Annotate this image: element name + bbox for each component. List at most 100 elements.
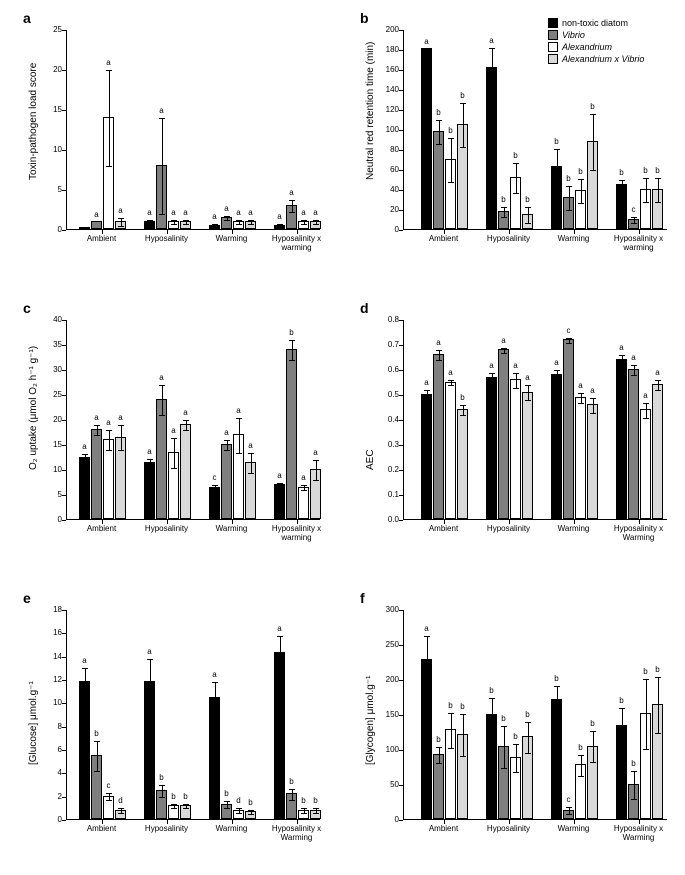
error-cap: [578, 403, 584, 404]
error-cap: [513, 163, 519, 164]
error-cap: [277, 488, 283, 489]
y-tick-mark: [399, 420, 403, 421]
legend: non-toxic diatomVibrioAlexandriumAlexand…: [548, 18, 644, 66]
error-cap: [94, 741, 100, 742]
sig-letter: a: [142, 447, 157, 456]
y-tick: 10: [36, 145, 62, 154]
sig-letter: b: [573, 167, 588, 176]
sig-letter: b: [496, 714, 511, 723]
x-tick-mark: [297, 230, 298, 234]
y-tick-mark: [62, 680, 66, 681]
error-cap: [631, 365, 637, 366]
y-tick: 4: [36, 768, 62, 777]
error-cap: [501, 726, 507, 727]
error-cap: [171, 438, 177, 439]
legend-item: Alexandrium: [548, 42, 644, 52]
bar: [563, 339, 574, 519]
error-cap: [590, 731, 596, 732]
y-tick: 0.4: [373, 415, 399, 424]
error-cap: [436, 747, 442, 748]
error-bar: [280, 636, 281, 671]
error-cap: [277, 224, 283, 225]
sig-letter: b: [496, 195, 511, 204]
error-cap: [525, 207, 531, 208]
error-cap: [631, 223, 637, 224]
error-bar: [463, 103, 464, 147]
error-cap: [590, 170, 596, 171]
error-bar: [215, 682, 216, 712]
error-cap: [525, 400, 531, 401]
y-tick-mark: [399, 370, 403, 371]
sig-letter: a: [207, 212, 222, 221]
error-cap: [248, 810, 254, 811]
x-tick-mark: [102, 230, 103, 234]
error-bar: [227, 440, 228, 450]
error-cap: [501, 207, 507, 208]
legend-swatch: [548, 18, 558, 28]
sig-letter: b: [431, 108, 446, 117]
sig-letter: a: [77, 656, 92, 665]
y-tick: 140: [373, 85, 399, 94]
error-bar: [121, 425, 122, 450]
sig-letter: a: [520, 373, 535, 382]
error-cap: [118, 218, 124, 219]
error-cap: [236, 418, 242, 419]
error-cap: [513, 772, 519, 773]
y-tick: 60: [373, 165, 399, 174]
panel-label-b: b: [360, 10, 369, 26]
error-cap: [236, 224, 242, 225]
sig-letter: a: [443, 368, 458, 377]
error-cap: [619, 708, 625, 709]
bar: [616, 359, 627, 519]
error-cap: [424, 636, 430, 637]
bar: [274, 652, 285, 819]
y-tick-mark: [62, 703, 66, 704]
error-cap: [301, 224, 307, 225]
bar: [433, 354, 444, 519]
error-cap: [448, 182, 454, 183]
error-bar: [646, 178, 647, 202]
error-bar: [162, 385, 163, 415]
error-cap: [106, 450, 112, 451]
error-cap: [289, 800, 295, 801]
error-cap: [513, 388, 519, 389]
error-cap: [448, 713, 454, 714]
x-tick-mark: [232, 820, 233, 824]
error-cap: [236, 453, 242, 454]
error-cap: [183, 224, 189, 225]
chart-area-c: aaaaaaaacaaaabaa: [66, 320, 320, 520]
error-cap: [643, 403, 649, 404]
error-bar: [186, 420, 187, 430]
bar: [652, 384, 663, 519]
y-tick: 200: [373, 25, 399, 34]
error-cap: [655, 202, 661, 203]
error-cap: [147, 224, 153, 225]
y-tick-mark: [62, 230, 66, 231]
error-cap: [147, 467, 153, 468]
bar: [433, 131, 444, 229]
error-bar: [85, 454, 86, 462]
error-bar: [516, 744, 517, 772]
y-tick-mark: [62, 30, 66, 31]
x-tick-mark: [102, 520, 103, 524]
error-cap: [106, 793, 112, 794]
y-tick: 0.2: [373, 465, 399, 474]
error-bar: [121, 218, 122, 226]
y-tick: 0.7: [373, 340, 399, 349]
error-cap: [554, 686, 560, 687]
x-category-label: Hyposalinity xWarming: [605, 524, 672, 542]
error-cap: [289, 340, 295, 341]
y-tick: 0: [373, 815, 399, 824]
error-cap: [619, 365, 625, 366]
y-tick-mark: [62, 610, 66, 611]
x-tick-mark: [297, 820, 298, 824]
sig-letter: b: [443, 126, 458, 135]
error-cap: [147, 220, 153, 221]
y-tick-mark: [399, 610, 403, 611]
panel-f: fabbbbbbbbcbbbbbb[Glycogen] μmol.g⁻¹0501…: [355, 590, 675, 860]
error-bar: [528, 385, 529, 400]
x-category-label: Ambient: [410, 524, 477, 533]
y-tick: 20: [373, 205, 399, 214]
bar: [180, 424, 191, 519]
sig-letter: d: [113, 796, 128, 805]
